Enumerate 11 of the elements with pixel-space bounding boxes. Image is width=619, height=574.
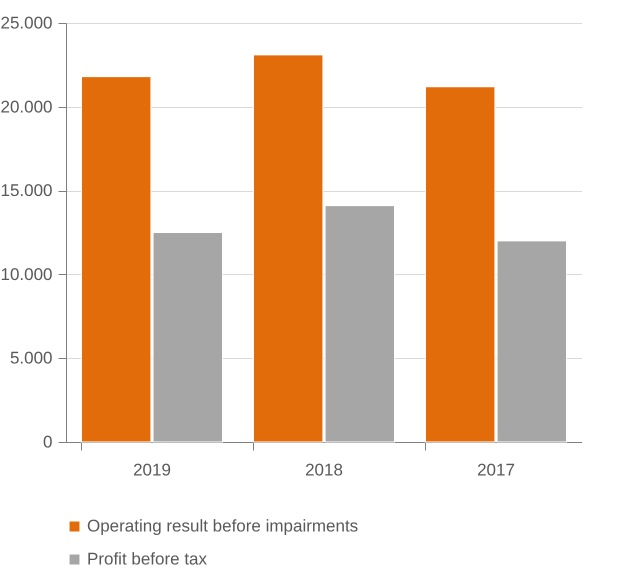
y-tick-label: 25.000 [0, 14, 52, 32]
legend-label: Profit before tax [87, 550, 208, 568]
x-tick-label: 2019 [133, 460, 171, 480]
x-tick-label: 2018 [305, 460, 343, 480]
y-tick-label: 0 [43, 432, 52, 452]
legend-label: Operating result before impairments [87, 516, 358, 536]
x-tick-label: 2017 [477, 460, 515, 480]
y-tick-label: 5.000 [10, 348, 52, 368]
y-tick-label: 20.000 [0, 97, 52, 116]
y-tick-label: 10.000 [0, 264, 52, 284]
y-tick-label: 15.000 [0, 181, 52, 200]
